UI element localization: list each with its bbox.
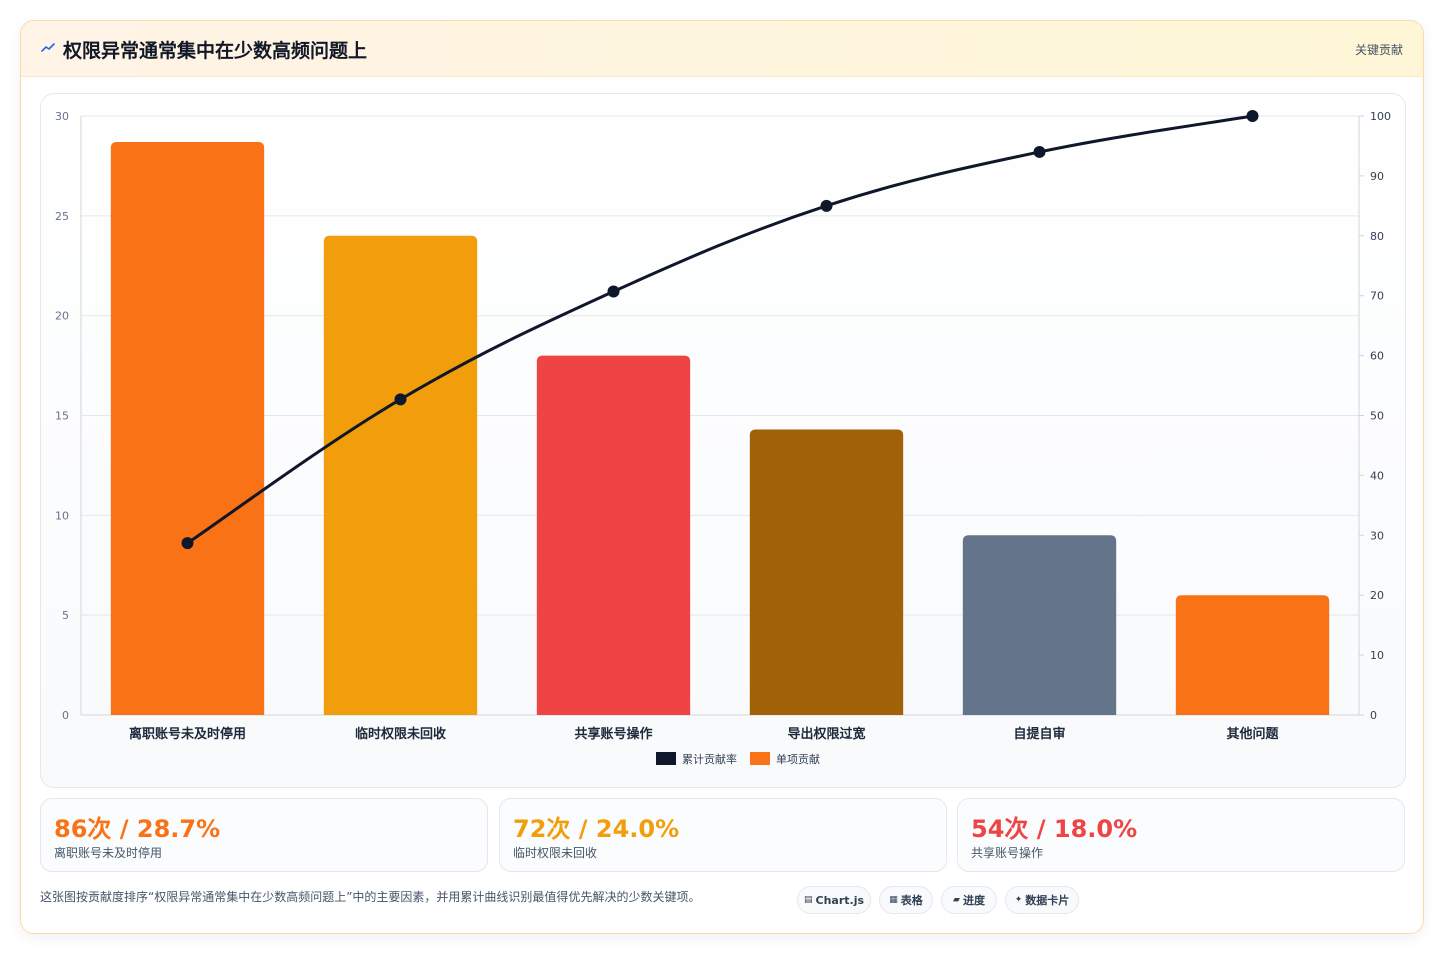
y2-tick-label: 20 — [1370, 589, 1384, 602]
chart-icon: ▤ — [803, 895, 813, 905]
pill-label: 表格 — [900, 894, 923, 907]
y2-tick-label: 90 — [1370, 170, 1384, 183]
bar — [110, 141, 265, 715]
cumulative-point — [1033, 145, 1046, 158]
y2-tick-label: 40 — [1370, 469, 1384, 482]
stat-card-1: 86次 / 28.7% 离职账号未及时停用 — [40, 798, 488, 872]
chart-description: 这张图按贡献度排序“权限异常通常集中在少数高频问题上”中的主要因素，并用累计曲线… — [40, 890, 701, 904]
y-tick-label: 10 — [55, 509, 69, 522]
pill-table[interactable]: ▦ 表格 — [879, 886, 933, 914]
y-tick-label: 5 — [62, 609, 69, 622]
y-tick-label: 0 — [62, 709, 69, 722]
bar — [962, 535, 1117, 715]
bar — [749, 429, 904, 715]
pareto-chart: 0 5 10 15 20 25 30 0 10 20 30 40 50 60 70 80 90 100 离职账号未及… — [55, 110, 1391, 766]
y-tick-label: 15 — [55, 410, 69, 423]
stat-value: 54次 / 18.0% — [971, 815, 1138, 843]
cumulative-line — [186, 114, 1253, 545]
bar — [1175, 595, 1330, 715]
cumulative-point — [607, 285, 620, 298]
y2-tick-label: 70 — [1370, 290, 1384, 303]
cumulative-point — [820, 199, 833, 212]
cumulative-point — [1246, 110, 1259, 122]
pill-data-cards[interactable]: ✦ 数据卡片 — [1005, 886, 1079, 914]
trend-icon — [41, 43, 55, 52]
chart-card: 权限异常通常集中在少数高频问题上 关键贡献 0 5 10 15 20 25 30 0 10 20 3… — [20, 20, 1424, 934]
y2-tick-label: 80 — [1370, 230, 1384, 243]
cumulative-point — [181, 537, 194, 550]
progress-icon: ▰ — [953, 895, 960, 905]
bar — [323, 235, 478, 716]
legend-swatch — [750, 752, 770, 765]
x-tick-label: 离职账号未及时停用 — [129, 726, 246, 742]
x-tick-label: 临时权限未回收 — [355, 726, 447, 742]
legend-label: 累计贡献率 — [682, 752, 737, 766]
y2-tick-label: 10 — [1370, 649, 1384, 662]
x-tick-label: 共享账号操作 — [574, 726, 652, 742]
cumulative-point — [394, 393, 407, 406]
stat-label: 离职账号未及时停用 — [54, 846, 163, 860]
y2-tick-label: 60 — [1370, 350, 1384, 363]
x-tick-label: 其他问题 — [1226, 726, 1279, 742]
table-icon: ▦ — [889, 895, 898, 905]
pill-label: 进度 — [962, 894, 985, 907]
stat-value: 72次 / 24.0% — [513, 815, 680, 843]
stat-card-2: 72次 / 24.0% 临时权限未回收 — [499, 798, 947, 872]
pill-progress[interactable]: ▰ 进度 — [941, 886, 997, 914]
stat-value: 86次 / 28.7% — [54, 815, 221, 843]
stat-card-3: 54次 / 18.0% 共享账号操作 — [957, 798, 1405, 872]
y-tick-label: 25 — [55, 210, 69, 223]
y-tick-label: 30 — [55, 110, 69, 123]
chart-title: 权限异常通常集中在少数高频问题上 — [63, 40, 368, 62]
pill-label: 数据卡片 — [1025, 894, 1070, 907]
sparkle-icon: ✦ — [1014, 895, 1023, 905]
chart-panel: 0 5 10 15 20 25 30 0 10 20 30 40 50 60 70 80 90 100 离职账号未及… — [40, 93, 1406, 788]
pill-chartjs[interactable]: ▤ Chart.js — [797, 886, 871, 914]
legend-label: 单项贡献 — [776, 752, 820, 766]
x-tick-label: 自提自审 — [1013, 726, 1065, 742]
y2-tick-label: 0 — [1370, 709, 1377, 722]
y2-tick-label: 100 — [1370, 110, 1391, 123]
y-tick-label: 20 — [55, 310, 69, 323]
header-tag: 关键贡献 — [1354, 43, 1403, 57]
y2-tick-label: 30 — [1370, 529, 1384, 542]
y2-tick-label: 50 — [1370, 410, 1384, 423]
stat-label: 临时权限未回收 — [513, 846, 598, 860]
stat-label: 共享账号操作 — [971, 846, 1044, 860]
legend-swatch — [656, 752, 676, 765]
bar — [536, 355, 691, 715]
x-tick-label: 导出权限过宽 — [787, 726, 865, 742]
card-header: 权限异常通常集中在少数高频问题上 关键贡献 — [21, 21, 1423, 77]
pill-label: Chart.js — [815, 893, 865, 907]
